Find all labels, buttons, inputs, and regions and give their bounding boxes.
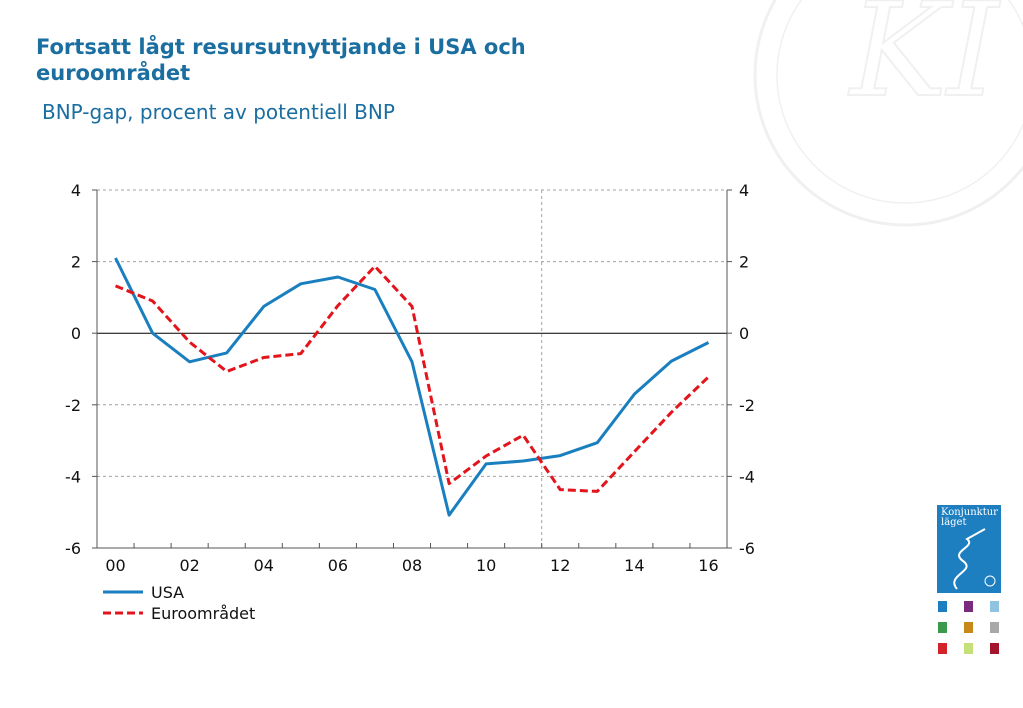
y-tick-label-left: 2 xyxy=(71,253,81,272)
axes xyxy=(92,189,732,549)
y-tick-label-left: -6 xyxy=(65,539,81,558)
cover-thumb-blue xyxy=(938,601,947,612)
y-tick-label-left: 4 xyxy=(71,181,81,200)
cover-thumb-crimson xyxy=(990,643,999,654)
series-line-usa xyxy=(114,257,710,517)
cover-thumb-red xyxy=(938,643,947,654)
legend: USA Euroområdet xyxy=(103,583,255,623)
x-tick-label: 00 xyxy=(105,556,125,575)
x-tick-label: 08 xyxy=(402,556,422,575)
x-tick-label: 14 xyxy=(624,556,644,575)
x-tick-label: 02 xyxy=(179,556,199,575)
tick-labels: 4 42 20 0-2 -2-4 -4-6 -600 02 04 06 08 10 12 14 16 xyxy=(65,181,755,575)
cover-thumb-grey xyxy=(990,622,999,633)
cover-thumb-purple xyxy=(964,601,973,612)
y-tick-label-right: 0 xyxy=(739,324,749,343)
seal-monogram: KI xyxy=(848,0,1001,126)
y-tick-label-right: 4 xyxy=(739,181,749,200)
y-tick-label-right: -4 xyxy=(739,467,755,486)
konjunkturlaget-book-cover: Konjunktur läget xyxy=(937,505,1001,593)
cover-thumb-orange xyxy=(964,622,973,633)
legend-euro-label: Euroområdet xyxy=(151,604,255,623)
book-cover-title-line1: Konjunktur xyxy=(941,507,998,518)
institute-seal-watermark: KI xyxy=(753,0,1023,227)
cover-thumb-green xyxy=(938,622,947,633)
x-tick-label: 04 xyxy=(254,556,274,575)
y-tick-label-left: -2 xyxy=(65,396,81,415)
cover-thumb-lime xyxy=(964,643,973,654)
book-cover-title-line2: läget xyxy=(941,517,967,528)
y-tick-label-right: -2 xyxy=(739,396,755,415)
y-tick-label-left: -4 xyxy=(65,467,81,486)
y-tick-label-right: 2 xyxy=(739,253,749,272)
series-lines xyxy=(114,257,710,517)
page-subtitle: BNP-gap, procent av potentiell BNP xyxy=(42,100,395,124)
x-tick-label: 16 xyxy=(698,556,718,575)
legend-usa-label: USA xyxy=(151,583,184,602)
gridlines xyxy=(97,189,727,548)
y-tick-label-left: 0 xyxy=(71,324,81,343)
series-line-euroomradet xyxy=(114,264,710,493)
x-tick-label: 06 xyxy=(328,556,348,575)
book-cover-swirl-icon xyxy=(953,528,996,590)
x-tick-label: 10 xyxy=(476,556,496,575)
cover-thumb-lightblue xyxy=(990,601,999,612)
page-title: Fortsatt lågt resursutnyttjande i USA oc… xyxy=(36,35,526,85)
x-tick-label: 12 xyxy=(550,556,570,575)
y-tick-label-right: -6 xyxy=(739,539,755,558)
